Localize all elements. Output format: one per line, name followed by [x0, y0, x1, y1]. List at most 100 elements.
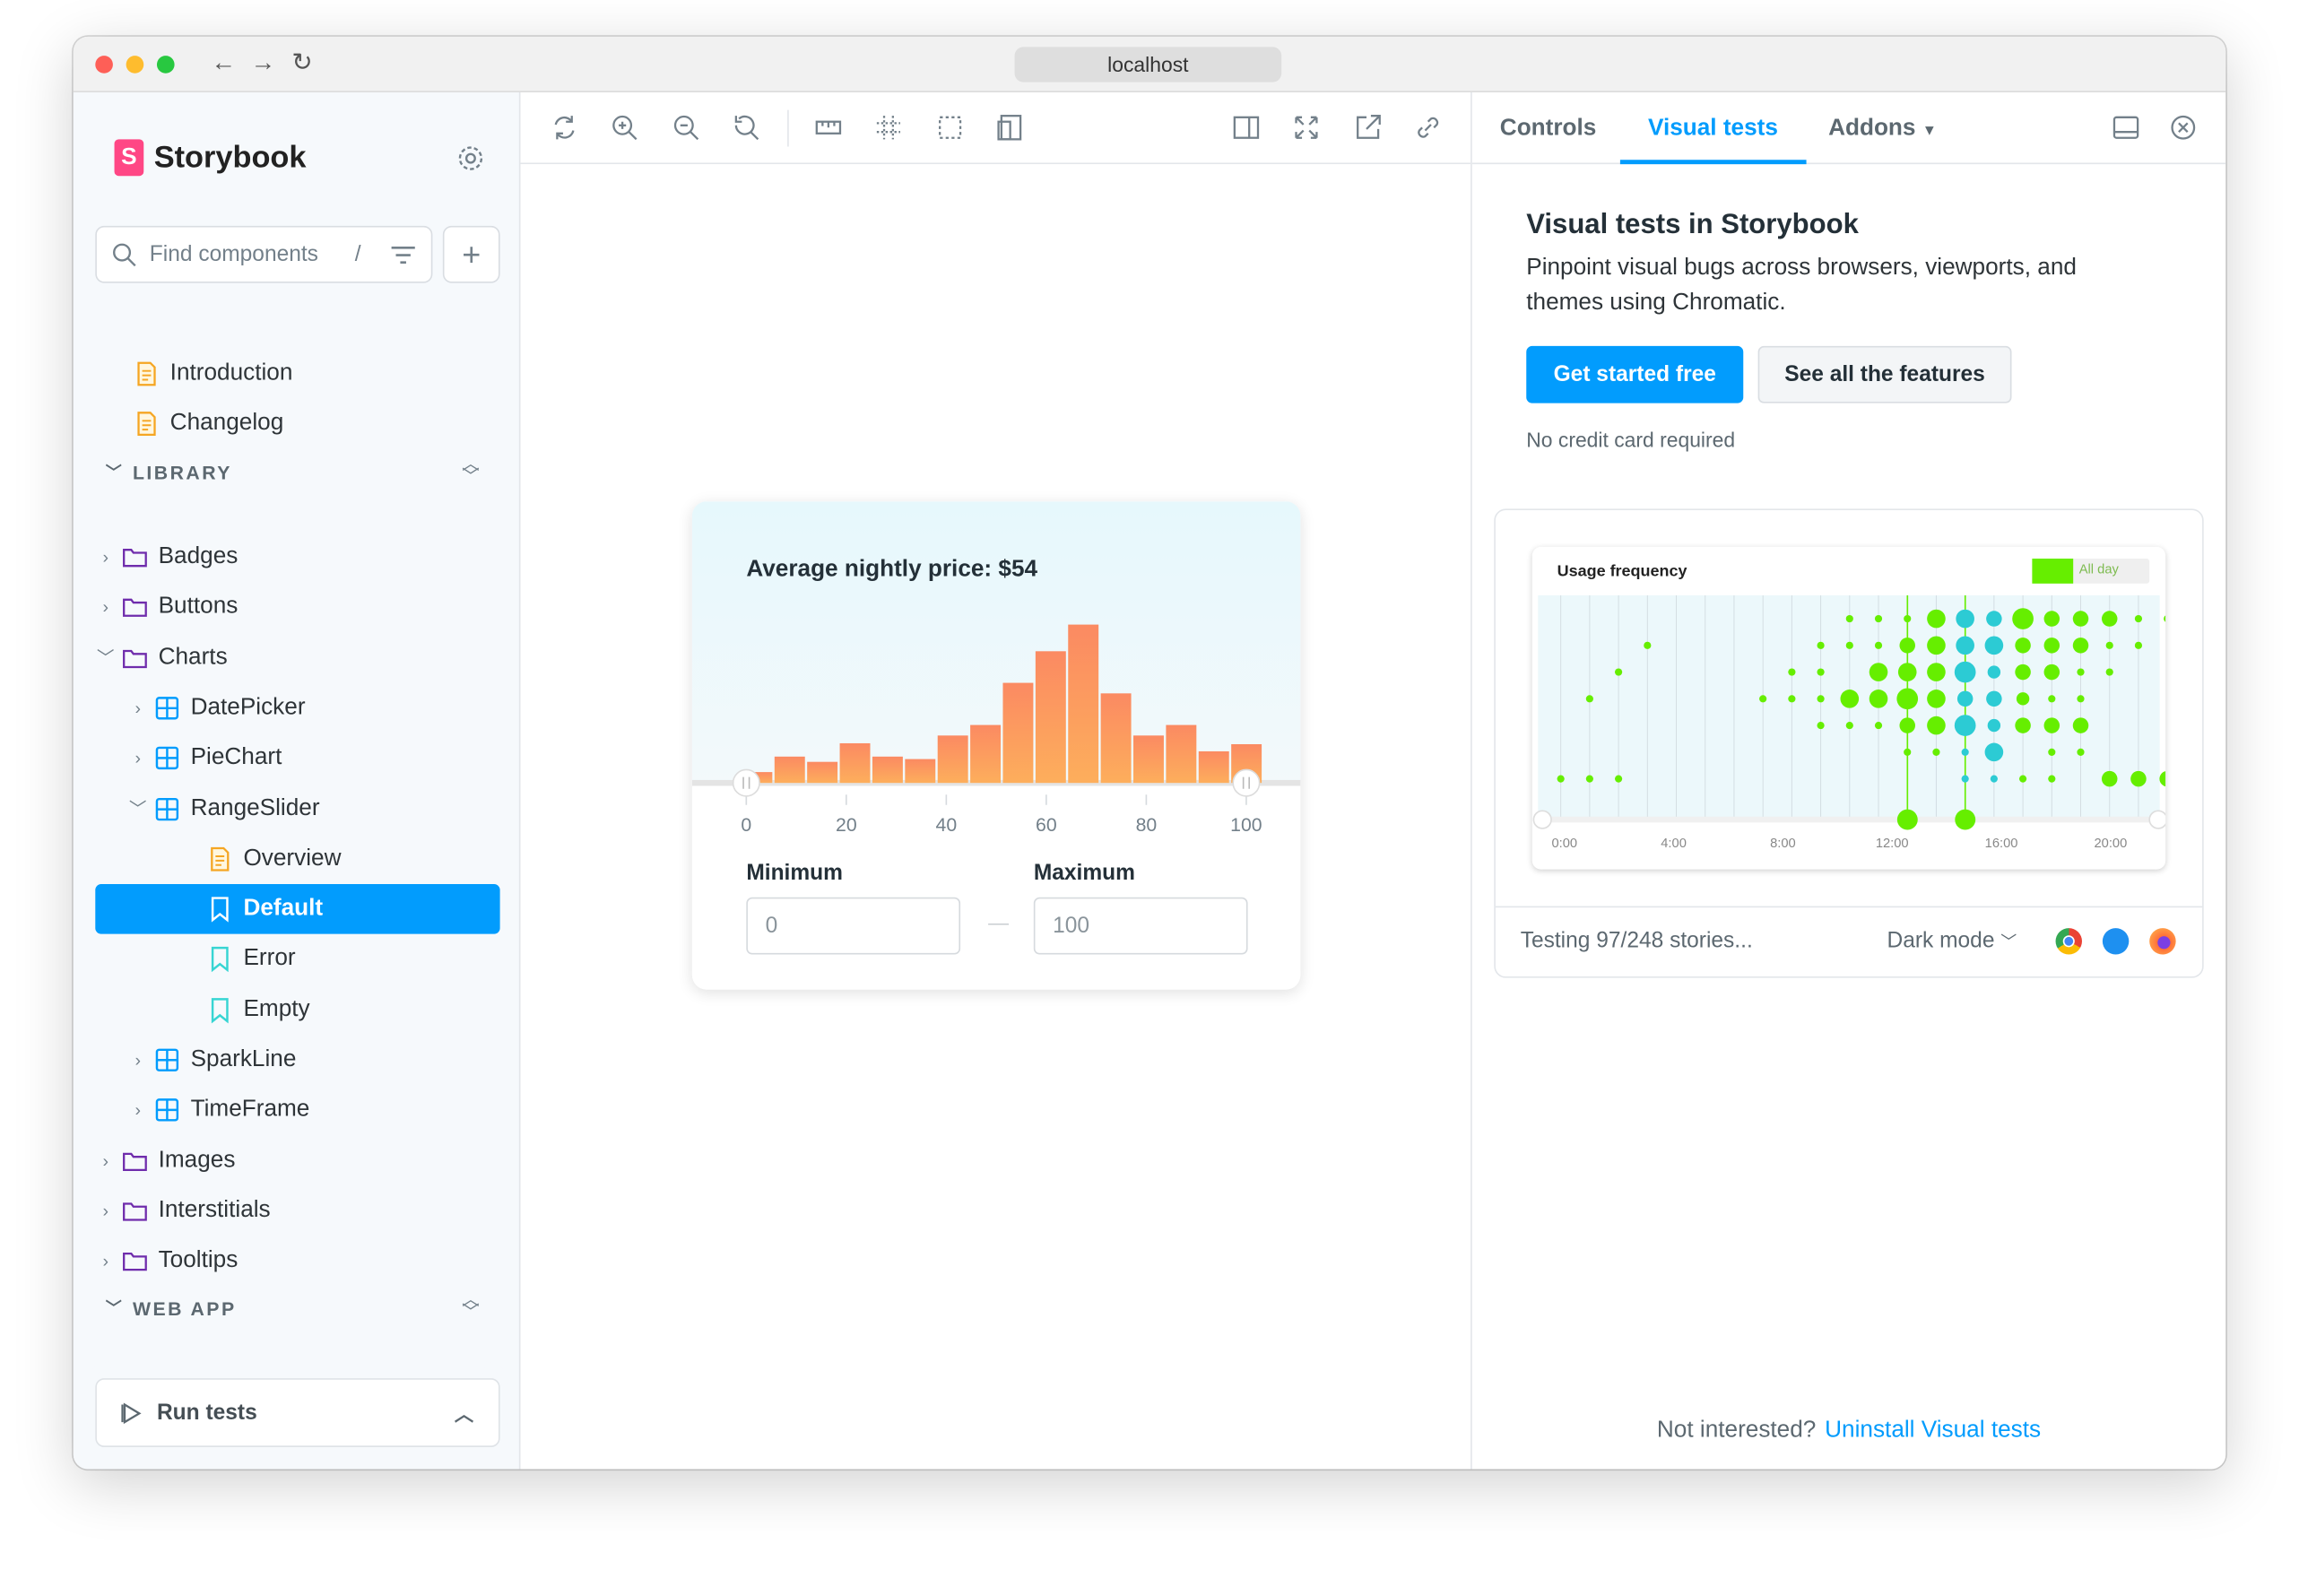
panel-position-icon[interactable] [2112, 116, 2139, 139]
sidebar-toggle-icon[interactable] [1232, 113, 1262, 143]
chevron-right-icon[interactable]: › [102, 1251, 109, 1272]
usage-dot [2015, 717, 2031, 733]
minimum-input[interactable]: 0 [746, 897, 961, 955]
sidebar-item-piechart[interactable]: › PieChart [95, 733, 499, 784]
chevron-right-icon[interactable]: › [102, 1149, 109, 1171]
firefox-icon[interactable] [2149, 928, 2176, 955]
sidebar-item-overview[interactable]: Overview [95, 834, 499, 884]
min-handle[interactable] [732, 768, 760, 797]
arrow-left-icon[interactable]: ← [211, 48, 237, 77]
reload-icon[interactable]: ↻ [291, 48, 313, 77]
chevron-right-icon[interactable]: › [102, 546, 109, 568]
x-tick-label: 8:00 [1770, 837, 1796, 851]
chrome-icon[interactable] [2055, 928, 2082, 955]
x-tick-label: 20 [836, 814, 857, 836]
zoom-out-icon[interactable] [672, 113, 701, 143]
viewport-icon[interactable] [995, 113, 1025, 143]
chevron-right-icon[interactable]: › [102, 1201, 109, 1221]
run-tests-button[interactable]: Run tests ︿ [95, 1378, 500, 1447]
sidebar-item-label: DatePicker [190, 694, 306, 720]
story-canvas: Average nightly price: $54 0 20 40 60 80 100 … [520, 164, 1471, 1470]
uninstall-link[interactable]: Uninstall Visual tests [1825, 1418, 2042, 1444]
address-bar[interactable]: localhost [1014, 47, 1282, 82]
sidebar-item-datepicker[interactable]: › DatePicker [95, 683, 499, 733]
sidebar-item-empty[interactable]: Empty [95, 984, 499, 1035]
chevron-down-icon: ﹀ [105, 464, 125, 482]
storybook-logo[interactable]: S Storybook [114, 139, 307, 177]
get-started-button[interactable]: Get started free [1526, 345, 1744, 403]
sidebar-item-tooltips[interactable]: › Tooltips [95, 1236, 499, 1287]
histogram-bar [774, 756, 805, 784]
sidebar-item-buttons[interactable]: › Buttons [95, 583, 499, 633]
sidebar-item-sparkline[interactable]: › SparkLine [95, 1035, 499, 1085]
minimize-window-button[interactable] [126, 56, 144, 74]
sidebar-item-label: Default [243, 896, 324, 922]
section-library[interactable]: ﹀ LIBRARY [106, 460, 232, 483]
all-day-label: All day [2078, 561, 2119, 577]
section-web-app[interactable]: ﹀ WEB APP [106, 1297, 237, 1320]
close-panel-icon[interactable] [2170, 115, 2196, 141]
run-tests-label: Run tests [156, 1400, 257, 1426]
sidebar-item-activitylist[interactable]: ›ActivityList [95, 1468, 499, 1470]
sidebar-item-introduction[interactable]: Introduction [95, 349, 499, 399]
tab-visual-tests[interactable]: Visual tests [1619, 92, 1806, 165]
tab-addons[interactable]: Addons ▼ [1828, 92, 1937, 164]
sidebar-item-images[interactable]: › Images [95, 1136, 499, 1186]
sidebar-item-badges[interactable]: › Badges [95, 533, 499, 583]
sidebar-item-changelog[interactable]: Changelog [95, 399, 499, 449]
chevron-down-icon[interactable]: ﹀ [128, 799, 147, 820]
sidebar-item-charts[interactable]: ﹀ Charts [95, 633, 499, 683]
chevron-right-icon[interactable]: › [102, 597, 109, 618]
usage-dot [2012, 608, 2034, 629]
sidebar-item-rangeslider[interactable]: ﹀ RangeSlider [95, 784, 499, 834]
open-new-tab-icon[interactable] [1353, 113, 1383, 143]
chevron-right-icon[interactable]: › [134, 1049, 141, 1071]
folder-icon [123, 1202, 147, 1221]
chevron-right-icon[interactable]: › [134, 698, 141, 719]
usage-dot [1585, 695, 1593, 703]
maximum-input[interactable]: 100 [1033, 897, 1248, 955]
chevron-up-icon[interactable]: ︿ [454, 1402, 474, 1426]
remount-icon[interactable] [550, 113, 579, 143]
usage-dot [2134, 614, 2143, 623]
time-slider-handle[interactable] [1532, 810, 1552, 829]
usage-dot [1759, 695, 1767, 703]
ruler-icon[interactable] [814, 113, 844, 143]
chevron-down-icon[interactable]: ﹀ [96, 647, 115, 669]
expand-collapse-icon[interactable]: ︿ ﹀ [462, 1288, 480, 1323]
grid-icon[interactable] [874, 113, 904, 143]
gear-icon[interactable] [455, 143, 487, 175]
see-features-button[interactable]: See all the features [1757, 345, 2012, 403]
filter-icon[interactable] [390, 244, 416, 265]
maximize-window-button[interactable] [156, 56, 175, 74]
tab-controls[interactable]: Controls [1499, 116, 1597, 141]
range-handle[interactable] [1955, 809, 1976, 830]
close-window-button[interactable] [95, 56, 113, 74]
outline-icon[interactable] [935, 113, 965, 143]
mode-dropdown[interactable]: Dark mode ﹀ [1887, 928, 2017, 953]
sidebar-item-default[interactable]: Default [95, 884, 500, 934]
usage-dot [2072, 638, 2089, 654]
search-input[interactable]: Find components / [95, 225, 433, 283]
time-slider-track[interactable] [1538, 816, 2160, 823]
chevron-right-icon[interactable]: › [134, 748, 141, 769]
chevron-right-icon[interactable]: › [134, 1099, 141, 1121]
usage-dot [1987, 718, 2001, 733]
all-day-toggle[interactable]: All day [2032, 559, 2150, 584]
expand-collapse-icon[interactable]: ︿ ﹀ [462, 453, 480, 487]
fullscreen-icon[interactable] [1292, 113, 1322, 143]
arrow-right-icon[interactable]: → [250, 48, 276, 77]
sidebar-item-timeframe[interactable]: › TimeFrame [95, 1086, 499, 1136]
max-handle[interactable] [1232, 768, 1261, 797]
sidebar-item-interstitials[interactable]: › Interstitials [95, 1186, 499, 1236]
range-handle[interactable] [1896, 809, 1918, 830]
toolbar-divider [787, 109, 789, 147]
usage-dot [2018, 775, 2027, 783]
copy-link-icon[interactable] [1413, 113, 1443, 143]
sidebar-item-error[interactable]: Error [95, 934, 499, 984]
zoom-in-icon[interactable] [610, 113, 639, 143]
time-slider-handle[interactable] [2148, 810, 2166, 829]
safari-icon[interactable] [2102, 928, 2130, 955]
add-component-button[interactable]: + [442, 225, 500, 283]
reset-zoom-icon[interactable] [732, 113, 761, 143]
